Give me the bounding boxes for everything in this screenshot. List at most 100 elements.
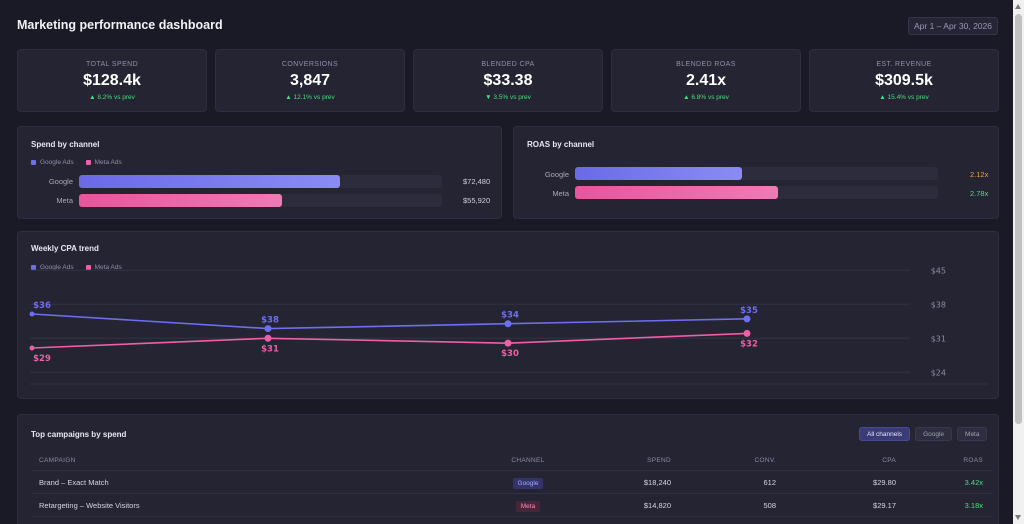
cell-channel: Google bbox=[493, 471, 563, 494]
bar-value-google: $72,480 bbox=[463, 177, 491, 186]
kpi-label: EST. REVENUE bbox=[876, 61, 932, 68]
channel-badge: Meta bbox=[515, 501, 541, 512]
scrollbar-thumb[interactable] bbox=[1015, 14, 1022, 424]
panel-title: Weekly CPA trend bbox=[31, 244, 99, 253]
bar-label-google: Google bbox=[48, 177, 73, 186]
cell-campaign: Retargeting – Website Visitors bbox=[39, 501, 140, 510]
data-point bbox=[29, 311, 35, 317]
filter-meta[interactable]: Meta bbox=[957, 427, 988, 441]
data-point bbox=[264, 325, 272, 333]
trend-legend: Google Ads Meta Ads bbox=[31, 264, 122, 271]
y-tick-label: $45 bbox=[931, 266, 946, 275]
table-header: CAMPAIGN CHANNEL SPEND CONV. CPA ROAS bbox=[31, 451, 993, 471]
data-point bbox=[504, 320, 512, 328]
bar-google-spend bbox=[79, 175, 341, 188]
kpi-value: 2.41x bbox=[685, 72, 727, 89]
y-tick-label: $31 bbox=[931, 334, 946, 343]
cell-spend: $18,240 bbox=[643, 478, 671, 487]
col-cpa[interactable]: CPA bbox=[882, 457, 896, 464]
cell-spend: $14,820 bbox=[643, 501, 671, 510]
col-channel[interactable]: CHANNEL bbox=[511, 457, 545, 464]
triangle-up-icon: ▲ bbox=[683, 94, 690, 101]
legend-swatch-meta bbox=[85, 160, 91, 165]
col-spend[interactable]: SPEND bbox=[647, 457, 671, 464]
roas-value-meta: 2.78x bbox=[970, 189, 989, 198]
legend-swatch-google bbox=[31, 160, 36, 165]
data-label: $29 bbox=[33, 354, 51, 364]
cell-conv: 612 bbox=[763, 478, 776, 487]
legend-item-meta: Meta Ads bbox=[85, 159, 122, 166]
legend-item-meta: Meta Ads bbox=[85, 264, 122, 271]
y-tick-label: $38 bbox=[931, 300, 946, 309]
cell-roas: 3.18x bbox=[964, 501, 983, 510]
data-point bbox=[743, 329, 751, 337]
page-title: Marketing performance dashboard bbox=[17, 18, 223, 32]
scroll-up-arrow-icon[interactable] bbox=[1015, 4, 1021, 9]
kpi-label: CONVERSIONS bbox=[281, 61, 339, 68]
series-line-meta bbox=[31, 332, 748, 349]
roas-bar-meta bbox=[575, 186, 779, 199]
legend-item-google: Google Ads bbox=[31, 159, 74, 166]
kpi-card: CONVERSIONS 3,847 ▲ 12.1% vs prev bbox=[215, 49, 405, 112]
kpi-delta: ▼ 3.5% vs prev bbox=[485, 94, 531, 101]
bar-track-google bbox=[79, 175, 442, 188]
triangle-up-icon: ▲ bbox=[89, 94, 96, 101]
data-label: $38 bbox=[261, 316, 279, 326]
data-label: $30 bbox=[501, 349, 519, 359]
table-row[interactable]: Retargeting – Website Visitors Meta $14,82… bbox=[31, 494, 993, 517]
kpi-delta: ▲ 8.2% vs prev bbox=[89, 94, 135, 101]
spend-legend: Google Ads Meta Ads bbox=[31, 159, 122, 166]
data-label: $34 bbox=[501, 311, 519, 321]
panel-title: Spend by channel bbox=[31, 140, 100, 149]
bar-label-meta: Meta bbox=[56, 196, 73, 205]
cell-conv: 508 bbox=[763, 501, 776, 510]
data-label: $32 bbox=[740, 339, 758, 349]
legend-swatch-meta bbox=[85, 265, 91, 270]
kpi-label: TOTAL SPEND bbox=[85, 61, 139, 68]
table-body: Brand – Exact Match Google $18,240 612 $29.8… bbox=[31, 471, 993, 517]
filter-google[interactable]: Google bbox=[915, 427, 953, 441]
col-roas[interactable]: ROAS bbox=[963, 457, 983, 464]
cell-roas: 3.42x bbox=[964, 478, 983, 487]
filter-all-channels[interactable]: All channels bbox=[859, 427, 911, 441]
roas-track-meta bbox=[575, 186, 938, 199]
bar-meta-spend bbox=[79, 194, 283, 207]
kpi-delta: ▲ 6.8% vs prev bbox=[683, 94, 729, 101]
triangle-up-icon: ▲ bbox=[285, 94, 292, 101]
roas-by-channel-panel: ROAS by channel Google 2.12x Meta 2.78x bbox=[513, 126, 999, 219]
campaigns-table: CAMPAIGN CHANNEL SPEND CONV. CPA ROAS Br… bbox=[31, 451, 993, 517]
series-line-google bbox=[31, 313, 748, 330]
panel-title: ROAS by channel bbox=[527, 140, 595, 149]
data-point bbox=[743, 315, 751, 323]
kpi-value: $33.38 bbox=[483, 72, 533, 89]
roas-label-google: Google bbox=[544, 170, 569, 179]
data-label: $36 bbox=[33, 301, 51, 311]
kpi-value: $128.4k bbox=[83, 72, 141, 89]
page-scrollbar[interactable] bbox=[1013, 0, 1024, 524]
data-point bbox=[264, 334, 272, 342]
data-point bbox=[504, 339, 512, 347]
channel-badge: Google bbox=[512, 478, 544, 489]
cell-channel: Meta bbox=[493, 494, 563, 517]
date-range-picker[interactable]: Apr 1 – Apr 30, 2026 bbox=[908, 17, 998, 35]
kpi-value: $309.5k bbox=[875, 72, 933, 89]
roas-value-google: 2.12x bbox=[970, 170, 989, 179]
table-row[interactable]: Brand – Exact Match Google $18,240 612 $29.8… bbox=[31, 471, 993, 494]
panel-title: Top campaigns by spend bbox=[31, 430, 127, 439]
scroll-down-arrow-icon[interactable] bbox=[1015, 515, 1021, 520]
bar-track-meta bbox=[79, 194, 442, 207]
kpi-label: BLENDED ROAS bbox=[676, 61, 736, 68]
kpi-value: 3,847 bbox=[289, 72, 331, 89]
col-campaign[interactable]: CAMPAIGN bbox=[39, 457, 76, 464]
cell-cpa: $29.80 bbox=[873, 478, 896, 487]
col-conv[interactable]: CONV. bbox=[754, 457, 776, 464]
data-point bbox=[29, 345, 35, 351]
roas-label-meta: Meta bbox=[552, 189, 569, 198]
kpi-delta: ▲ 12.1% vs prev bbox=[285, 94, 335, 101]
cpa-trend-chart: $24 $31 $38 $45 $36 $38 $34 $35 $29 $31 $30 $32 bbox=[29, 266, 988, 385]
y-tick-label: $24 bbox=[931, 368, 946, 377]
kpi-card: BLENDED ROAS 2.41x ▲ 6.8% vs prev bbox=[611, 49, 801, 112]
bar-value-meta: $55,920 bbox=[463, 196, 491, 205]
legend-item-google: Google Ads bbox=[31, 264, 74, 271]
